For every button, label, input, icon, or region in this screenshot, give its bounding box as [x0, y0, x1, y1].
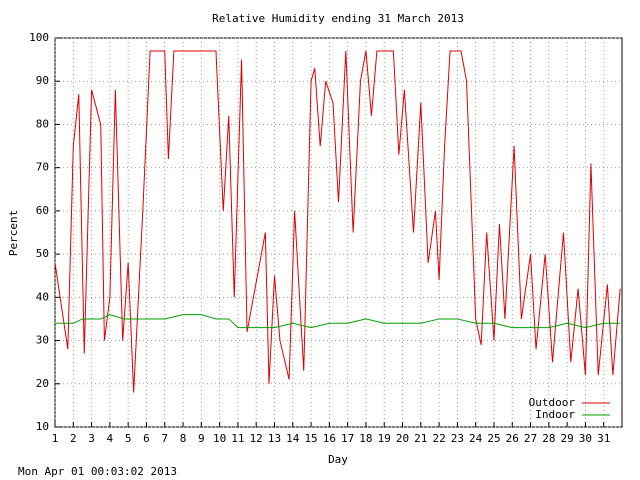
x-tick-label: 7	[161, 432, 168, 445]
x-tick-label: 14	[286, 432, 300, 445]
y-tick-label: 30	[36, 334, 49, 347]
x-tick-label: 23	[451, 432, 464, 445]
x-tick-label: 29	[561, 432, 574, 445]
x-tick-label: 1	[52, 432, 59, 445]
y-tick-label: 20	[36, 377, 49, 390]
y-tick-label: 90	[36, 74, 49, 87]
x-tick-label: 19	[378, 432, 391, 445]
y-tick-label: 80	[36, 117, 49, 130]
x-tick-label: 30	[579, 432, 592, 445]
y-tick-label: 50	[36, 247, 49, 260]
y-tick-label: 60	[36, 204, 49, 217]
x-tick-label: 8	[180, 432, 187, 445]
x-tick-label: 10	[213, 432, 226, 445]
x-tick-label: 15	[304, 432, 317, 445]
series-line	[55, 314, 621, 329]
x-tick-label: 6	[143, 432, 150, 445]
footer: Mon Apr 01 00:03:02 2013	[18, 465, 177, 478]
x-axis-label: Day	[328, 453, 348, 466]
y-axis-label: Percent	[7, 210, 20, 256]
x-tick-label: 11	[231, 432, 244, 445]
x-tick-label: 12	[250, 432, 263, 445]
x-tick-label: 21	[414, 432, 427, 445]
legend-label: Outdoor	[529, 396, 576, 409]
x-tick-label: 27	[524, 432, 537, 445]
x-tick-label: 4	[107, 432, 114, 445]
x-tick-label: 28	[542, 432, 555, 445]
x-tick-label: 2	[70, 432, 77, 445]
x-tick-label: 24	[469, 432, 483, 445]
y-tick-label: 10	[36, 420, 49, 433]
y-tick-label: 70	[36, 161, 49, 174]
y-tick-label: 40	[36, 290, 49, 303]
x-tick-label: 17	[341, 432, 354, 445]
x-tick-label: 5	[125, 432, 132, 445]
x-tick-label: 26	[506, 432, 519, 445]
y-tick-label: 100	[29, 31, 49, 44]
x-tick-label: 13	[268, 432, 281, 445]
x-tick-label: 18	[359, 432, 372, 445]
plot-frame	[54, 37, 623, 428]
legend-label: Indoor	[535, 408, 575, 421]
x-tick-label: 25	[487, 432, 500, 445]
x-tick-label: 22	[432, 432, 445, 445]
series-line	[54, 50, 621, 393]
x-tick-label: 3	[88, 432, 95, 445]
x-tick-label: 9	[198, 432, 205, 445]
chart-title: Relative Humidity ending 31 March 2013	[212, 12, 464, 25]
x-tick-label: 16	[323, 432, 336, 445]
x-tick-label: 31	[597, 432, 610, 445]
x-tick-label: 20	[396, 432, 409, 445]
